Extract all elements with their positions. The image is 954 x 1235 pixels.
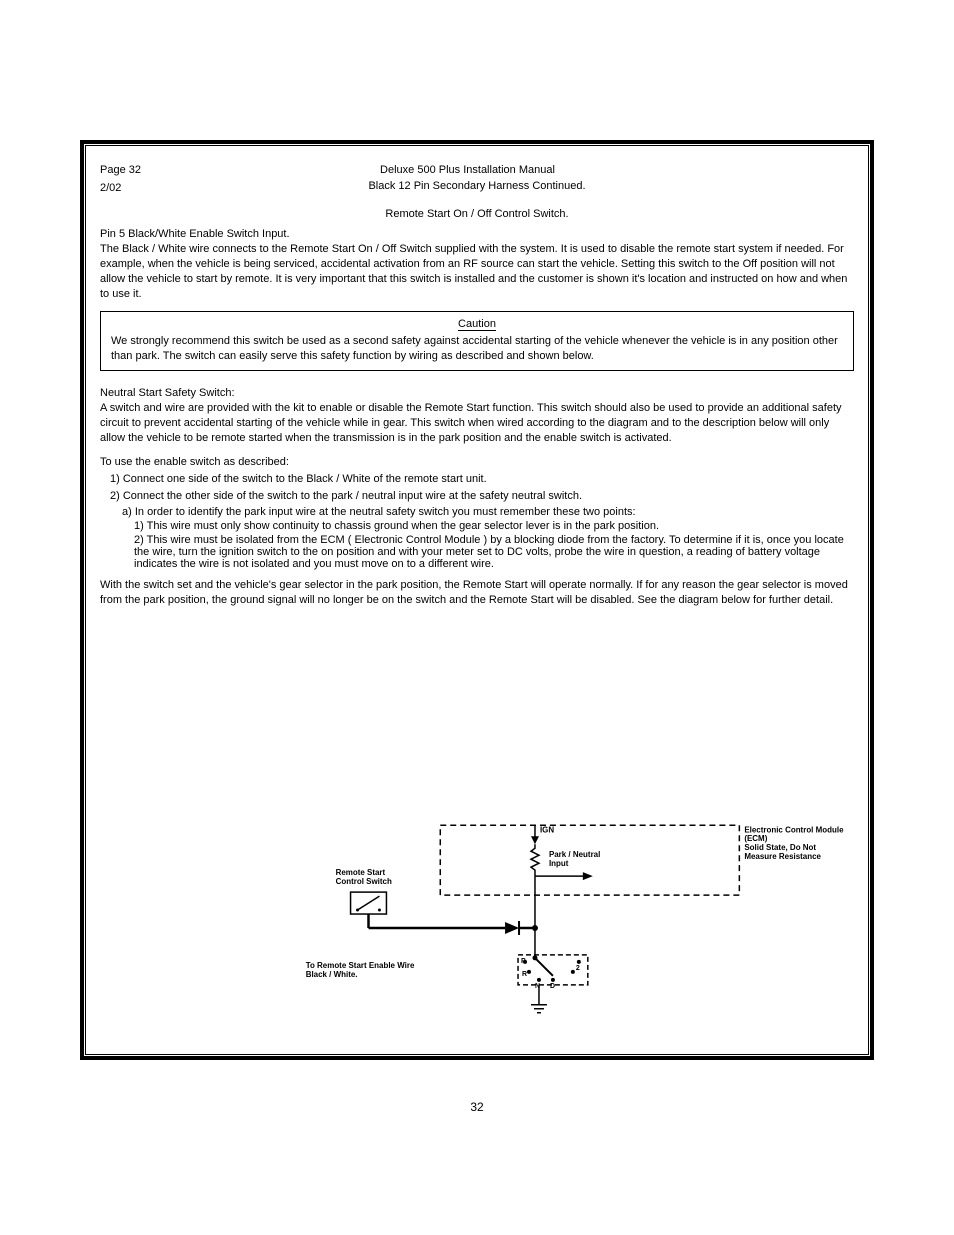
gear-d: D bbox=[550, 983, 555, 990]
step-2: 2) Connect the other side of the switch … bbox=[110, 489, 854, 504]
note-a-1: 1) This wire must only show continuity t… bbox=[134, 520, 854, 532]
switch-note-1: To Remote Start Enable Wire bbox=[306, 961, 415, 970]
ecm-label-3: Solid State, Do Not bbox=[744, 843, 816, 852]
note-a-2: 2) This wire must be isolated from the E… bbox=[134, 534, 854, 570]
gear-2: 2 bbox=[576, 965, 580, 972]
switch-label-2: Control Switch bbox=[336, 877, 392, 886]
page-number: Page 32 bbox=[100, 164, 141, 176]
feature-title: Remote Start On / Off Control Switch. bbox=[100, 208, 854, 220]
park-label-2: Input bbox=[549, 859, 569, 868]
caution-title: Caution bbox=[111, 318, 843, 330]
diode-icon bbox=[505, 922, 519, 934]
caution-box: Caution We strongly recommend this switc… bbox=[100, 311, 854, 371]
ign-label: IGN bbox=[540, 825, 554, 834]
switch-title: Neutral Start Safety Switch: bbox=[100, 387, 854, 399]
park-label-1: Park / Neutral bbox=[549, 850, 600, 859]
note-a: a) In order to identify the park input w… bbox=[122, 506, 854, 518]
switch-note-2: Black / White. bbox=[306, 970, 358, 979]
ecm-label-1: Electronic Control Module bbox=[744, 825, 844, 834]
page-container: Page 32 Deluxe 500 Plus Installation Man… bbox=[20, 20, 934, 1114]
steps-list: 1) Connect one side of the switch to the… bbox=[110, 472, 854, 505]
output-arrow-icon bbox=[583, 872, 593, 880]
main-title: Deluxe 500 Plus Installation Manual bbox=[141, 164, 794, 176]
ign-arrow-icon bbox=[531, 836, 539, 844]
ecm-box bbox=[440, 825, 739, 895]
wiring-diagram: IGN Park / Neutral Input Electronic Cont… bbox=[206, 810, 854, 1040]
step-1: 1) Connect one side of the switch to the… bbox=[110, 472, 854, 487]
inner-frame: Page 32 Deluxe 500 Plus Installation Man… bbox=[85, 145, 869, 1055]
switch-label-1: Remote Start bbox=[336, 868, 386, 877]
section-text: The Black / White wire connects to the R… bbox=[100, 242, 854, 301]
switch-para1: A switch and wire are provided with the … bbox=[100, 401, 854, 446]
switch-para2: With the switch set and the vehicle's ge… bbox=[100, 578, 854, 608]
ecm-label-4: Measure Resistance bbox=[744, 852, 821, 861]
gear-p: P bbox=[521, 958, 526, 965]
section-title: Pin 5 Black/White Enable Switch Input. bbox=[100, 228, 854, 240]
caution-text: We strongly recommend this switch be use… bbox=[111, 334, 843, 364]
gear-r: R bbox=[522, 971, 527, 978]
ecm-label-2: (ECM) bbox=[744, 834, 767, 843]
outer-frame: Page 32 Deluxe 500 Plus Installation Man… bbox=[80, 140, 874, 1060]
resistor-icon bbox=[531, 844, 539, 876]
header-row: Page 32 Deluxe 500 Plus Installation Man… bbox=[100, 164, 854, 176]
steps-title: To use the enable switch as described: bbox=[100, 456, 854, 468]
page-footer: 32 bbox=[20, 1100, 934, 1114]
